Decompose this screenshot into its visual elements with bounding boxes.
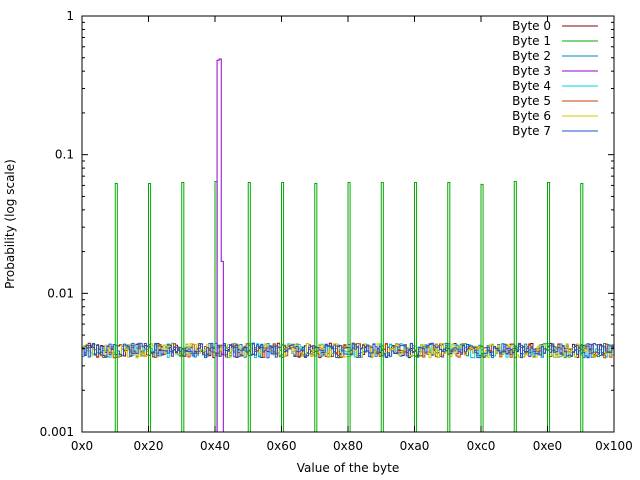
legend-label: Byte 4 bbox=[512, 79, 551, 93]
x-tick-label: 0x100 bbox=[595, 439, 633, 453]
legend-label: Byte 3 bbox=[512, 64, 551, 78]
x-tick-label: 0x60 bbox=[266, 439, 296, 453]
x-tick-label: 0xa0 bbox=[400, 439, 430, 453]
legend-label: Byte 1 bbox=[512, 34, 551, 48]
x-tick-label: 0x40 bbox=[200, 439, 230, 453]
legend-label: Byte 2 bbox=[512, 49, 551, 63]
y-axis-label: Probability (log scale) bbox=[3, 159, 17, 289]
x-tick-label: 0xc0 bbox=[467, 439, 496, 453]
x-axis-label: Value of the byte bbox=[297, 461, 399, 475]
legend-label: Byte 7 bbox=[512, 124, 551, 138]
x-tick-label: 0x80 bbox=[333, 439, 363, 453]
legend-label: Byte 6 bbox=[512, 109, 551, 123]
series-line-byte-1 bbox=[114, 181, 584, 432]
x-tick-label: 0xe0 bbox=[533, 439, 562, 453]
x-tick-label: 0x0 bbox=[71, 439, 93, 453]
y-tick-label: 1 bbox=[66, 9, 74, 23]
y-tick-label: 0.1 bbox=[55, 148, 74, 162]
ticks-layer: 0x0 0x20 0x40 0x60 0x80 0xa0 0xc0 0xe0 0x100 0.00… bbox=[40, 9, 633, 453]
legend-label: Byte 5 bbox=[512, 94, 551, 108]
x-tick-label: 0x20 bbox=[133, 439, 163, 453]
y-tick-label: 0.01 bbox=[47, 286, 74, 300]
series-layer bbox=[82, 58, 614, 432]
legend-label: Byte 0 bbox=[512, 19, 551, 33]
y-tick-label: 0.001 bbox=[40, 425, 74, 439]
